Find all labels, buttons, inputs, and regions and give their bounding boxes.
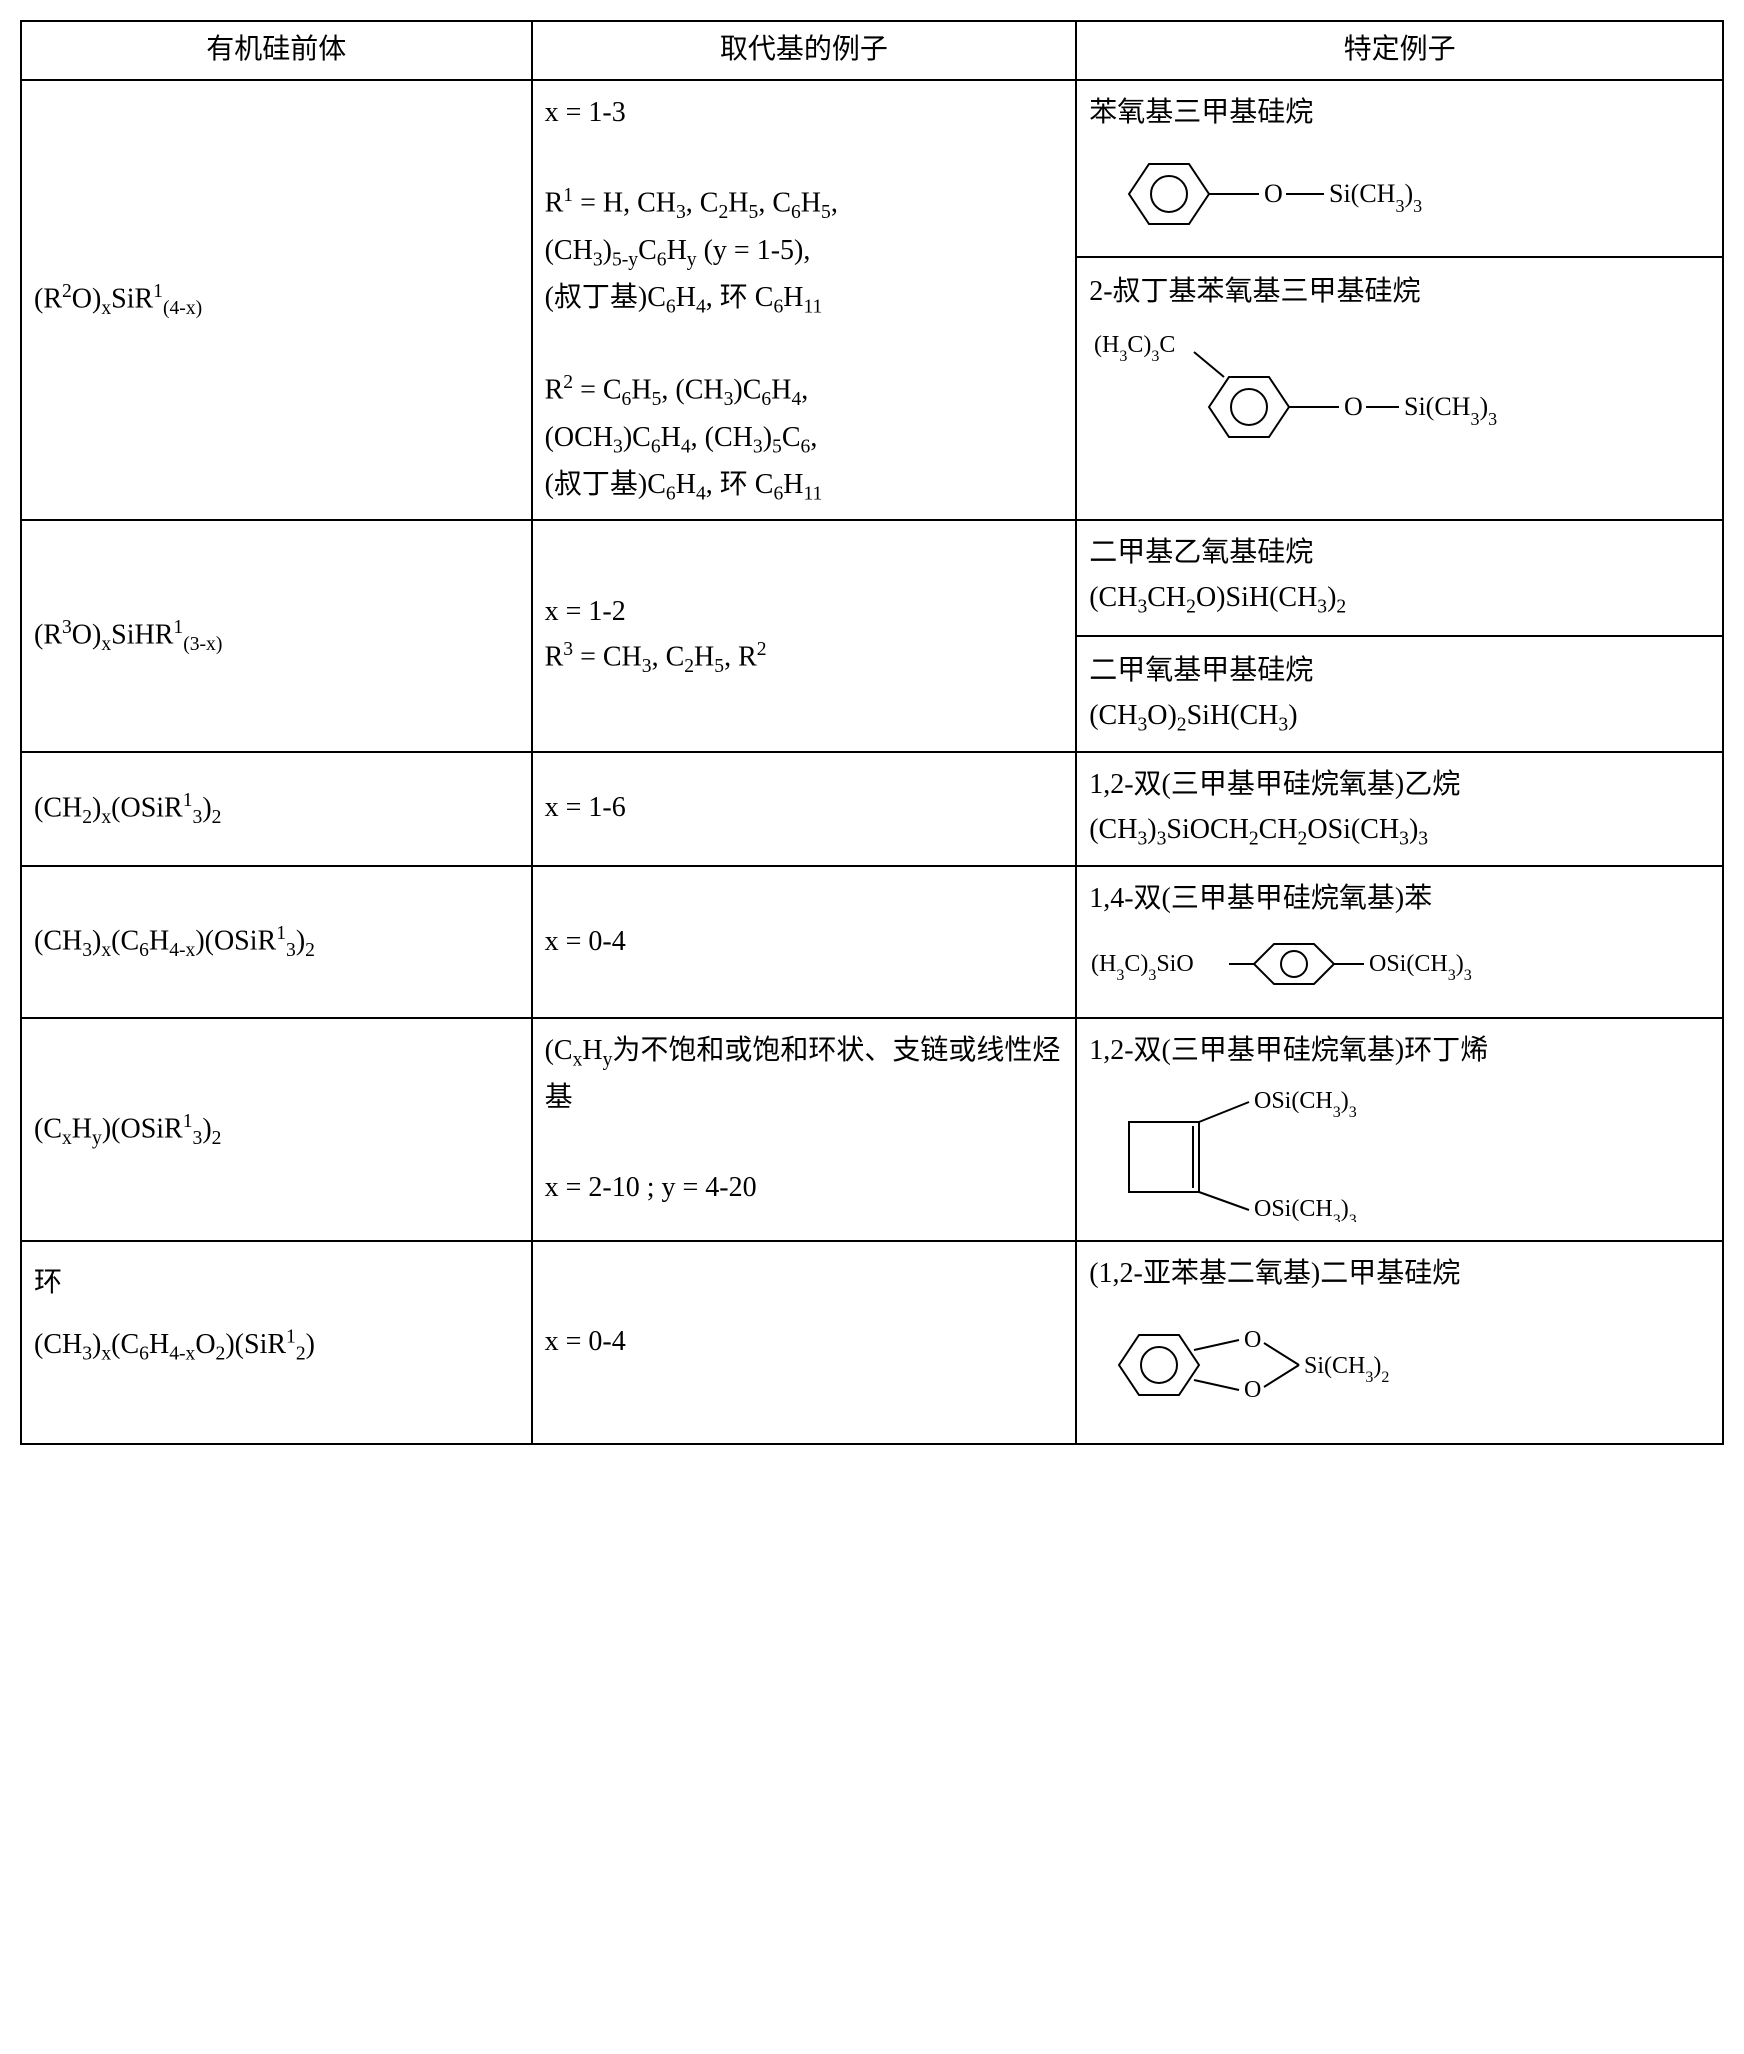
substituent-line xyxy=(545,136,1064,181)
example-cell: 1,2-双(三甲基甲硅烷氧基)乙烷(CH3)3SiOCH2CH2OSi(CH3)… xyxy=(1076,752,1723,866)
example-name: 1,2-双(三甲基甲硅烷氧基)环丁烯 xyxy=(1089,1029,1710,1074)
example-name: 1,4-双(三甲基甲硅烷氧基)苯 xyxy=(1089,877,1710,922)
precursor-cell: (R3O)xSiHR1(3-x) xyxy=(21,520,532,751)
header-substituent: 取代基的例子 xyxy=(532,21,1077,80)
substituent-line: (CH3)5-yC6Hy (y = 1-5), xyxy=(545,229,1064,276)
svg-text:OSi(CH3)3: OSi(CH3)3 xyxy=(1369,951,1472,984)
example-divider xyxy=(1077,256,1722,258)
example-cell: 苯氧基三甲基硅烷 O Si(CH3)3 2-叔丁基苯氧基三甲基硅烷 (H3C)3… xyxy=(1076,80,1723,521)
svg-text:(H3C)3SiO: (H3C)3SiO xyxy=(1091,951,1194,984)
table-row: (CxHy)(OSiR13)2 (CxHy为不饱和或饱和环状、支链或线性烃基 x … xyxy=(21,1018,1723,1241)
substituent-line xyxy=(545,1121,1064,1166)
structure-bis-tms-benzene: (H3C)3SiO OSi(CH3)3 xyxy=(1089,929,1549,999)
substituent-line xyxy=(545,323,1064,368)
substituent-line: x = 1-2 xyxy=(545,590,1064,635)
structure-phenylenedioxy-si: O O Si(CH3)2 xyxy=(1089,1305,1449,1425)
header-row: 有机硅前体 取代基的例子 特定例子 xyxy=(21,21,1723,80)
substituent-cell: (CxHy为不饱和或饱和环状、支链或线性烃基 x = 2-10 ; y = 4-… xyxy=(532,1018,1077,1241)
example-formula: (CH3O)2SiH(CH3) xyxy=(1089,694,1710,741)
example-name: 二甲氧基甲基硅烷 xyxy=(1089,649,1710,694)
example-structure: OSi(CH3)3 OSi(CH3)3 xyxy=(1089,1082,1710,1222)
substituent-line: x = 1-3 xyxy=(545,91,1064,136)
substituent-line: x = 0-4 xyxy=(545,1320,1064,1365)
svg-text:(H3C)3C: (H3C)3C xyxy=(1094,332,1175,365)
svg-text:Si(CH3)3: Si(CH3)3 xyxy=(1404,392,1497,429)
structure-cyclobutene-tms: OSi(CH3)3 OSi(CH3)3 xyxy=(1089,1082,1429,1222)
substituent-cell: x = 0-4 xyxy=(532,1241,1077,1444)
example-name: (1,2-亚苯基二氧基)二甲基硅烷 xyxy=(1089,1252,1710,1297)
svg-text:O: O xyxy=(1244,1327,1261,1353)
example-structure: (H3C)3SiO OSi(CH3)3 xyxy=(1089,929,1710,999)
table-row: (R2O)xSiR1(4-x) x = 1-3 R1 = H, CH3, C2H5… xyxy=(21,80,1723,521)
substituent-line: (CxHy为不饱和或饱和环状、支链或线性烃基 xyxy=(545,1029,1064,1121)
example-structure: (H3C)3C O Si(CH3)3 xyxy=(1089,322,1710,472)
substituent-line: (OCH3)C6H4, (CH3)5C6, xyxy=(545,416,1064,463)
substituent-line: R1 = H, CH3, C2H5, C6H5, xyxy=(545,180,1064,228)
substituent-cell: x = 1-3 R1 = H, CH3, C2H5, C6H5,(CH3)5-y… xyxy=(532,80,1077,521)
example-formula: (CH3CH2O)SiH(CH3)2 xyxy=(1089,576,1710,623)
table-row: (CH2)x(OSiR13)2 x = 1-6 1,2-双(三甲基甲硅烷氧基)乙烷(… xyxy=(21,752,1723,866)
precursor-cell: 环(CH3)x(C6H4-xO2)(SiR12) xyxy=(21,1241,532,1444)
table-row: (CH3)x(C6H4-x)(OSiR13)2 x = 0-4 1,4-双(三甲基甲… xyxy=(21,866,1723,1019)
svg-text:Si(CH3)3: Si(CH3)3 xyxy=(1329,179,1422,216)
precursor-formula: (CH2)x(OSiR13)2 xyxy=(34,785,519,833)
substituent-line: x = 0-4 xyxy=(545,920,1064,965)
substituent-line: R3 = CH3, C2H5, R2 xyxy=(545,634,1064,682)
example-name: 2-叔丁基苯氧基三甲基硅烷 xyxy=(1089,270,1710,315)
substituent-line: (叔丁基)C6H4, 环 C6H11 xyxy=(545,463,1064,510)
example-cell: 二甲基乙氧基硅烷(CH3CH2O)SiH(CH3)2 二甲氧基甲基硅烷(CH3O)… xyxy=(1076,520,1723,751)
example-name: 二甲基乙氧基硅烷 xyxy=(1089,531,1710,576)
svg-text:OSi(CH3)3: OSi(CH3)3 xyxy=(1254,1196,1357,1222)
precursor-formula: (R3O)xSiHR1(3-x) xyxy=(34,612,519,660)
svg-text:O: O xyxy=(1244,1377,1261,1403)
precursor-formula: (CxHy)(OSiR13)2 xyxy=(34,1106,519,1154)
table-row: 环(CH3)x(C6H4-xO2)(SiR12) x = 0-4 (1,2-亚苯基二… xyxy=(21,1241,1723,1444)
precursor-formula: (CH3)x(C6H4-x)(OSiR13)2 xyxy=(34,918,519,966)
precursor-formula: 环(CH3)x(C6H4-xO2)(SiR12) xyxy=(34,1252,519,1375)
substituent-line: x = 1-6 xyxy=(545,786,1064,831)
example-name: 苯氧基三甲基硅烷 xyxy=(1089,91,1710,136)
precursor-cell: (CxHy)(OSiR13)2 xyxy=(21,1018,532,1241)
example-divider xyxy=(1077,635,1722,637)
table-row: (R3O)xSiHR1(3-x) x = 1-2R3 = CH3, C2H5, R… xyxy=(21,520,1723,751)
structure-tbu-phenoxy-tms: (H3C)3C O Si(CH3)3 xyxy=(1089,322,1509,472)
precursor-cell: (R2O)xSiR1(4-x) xyxy=(21,80,532,521)
example-cell: (1,2-亚苯基二氧基)二甲基硅烷 O O Si(CH3)2 xyxy=(1076,1241,1723,1444)
precursor-formula: (R2O)xSiR1(4-x) xyxy=(34,276,519,324)
example-structure: O O Si(CH3)2 xyxy=(1089,1305,1710,1425)
structure-phenoxy-tms: O Si(CH3)3 xyxy=(1089,144,1429,244)
substituent-line: R2 = C6H5, (CH3)C6H4, xyxy=(545,367,1064,415)
precursor-cell: (CH2)x(OSiR13)2 xyxy=(21,752,532,866)
substituent-cell: x = 1-2R3 = CH3, C2H5, R2 xyxy=(532,520,1077,751)
header-precursor: 有机硅前体 xyxy=(21,21,532,80)
svg-text:OSi(CH3)3: OSi(CH3)3 xyxy=(1254,1088,1357,1121)
example-name: 1,2-双(三甲基甲硅烷氧基)乙烷 xyxy=(1089,763,1710,808)
svg-text:Si(CH3)2: Si(CH3)2 xyxy=(1304,1353,1389,1386)
header-example: 特定例子 xyxy=(1076,21,1723,80)
substituent-cell: x = 1-6 xyxy=(532,752,1077,866)
substituent-cell: x = 0-4 xyxy=(532,866,1077,1019)
example-cell: 1,4-双(三甲基甲硅烷氧基)苯 (H3C)3SiO OSi(CH3)3 xyxy=(1076,866,1723,1019)
precursor-cell: (CH3)x(C6H4-x)(OSiR13)2 xyxy=(21,866,532,1019)
example-cell: 1,2-双(三甲基甲硅烷氧基)环丁烯 OSi(CH3)3 OSi(CH3)3 xyxy=(1076,1018,1723,1241)
example-formula: (CH3)3SiOCH2CH2OSi(CH3)3 xyxy=(1089,808,1710,855)
substituent-line: x = 2-10 ; y = 4-20 xyxy=(545,1166,1064,1211)
svg-text:O: O xyxy=(1344,392,1363,421)
substituent-line: (叔丁基)C6H4, 环 C6H11 xyxy=(545,276,1064,323)
precursor-table: 有机硅前体 取代基的例子 特定例子 (R2O)xSiR1(4-x) x = 1-3… xyxy=(20,20,1724,1445)
svg-text:O: O xyxy=(1264,179,1283,208)
example-structure: O Si(CH3)3 xyxy=(1089,144,1710,244)
